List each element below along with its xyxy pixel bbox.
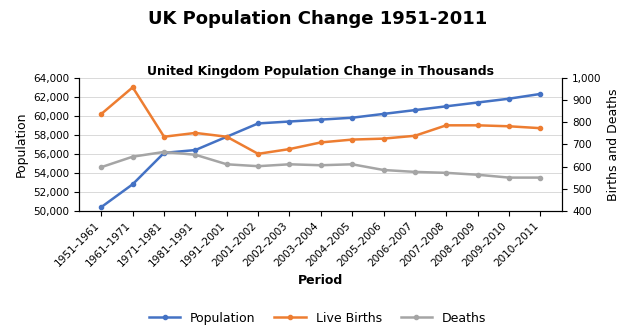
Population [98,205,105,209]
Live Births [317,140,324,144]
Live Births [223,135,231,139]
Population [443,104,450,108]
Deaths [223,162,231,166]
Line: Population: Population [99,92,542,209]
Deaths [443,171,450,175]
Line: Deaths: Deaths [99,150,542,180]
Live Births [254,152,262,156]
Deaths [380,168,387,172]
Population [349,116,356,120]
Population [380,112,387,116]
Live Births [129,85,137,89]
Y-axis label: Births and Deaths: Births and Deaths [607,88,620,201]
Population [317,118,324,122]
Population [505,97,512,101]
Live Births [411,134,418,138]
Legend: Population, Live Births, Deaths: Population, Live Births, Deaths [144,307,491,330]
Deaths [254,164,262,168]
Deaths [474,173,481,177]
Deaths [349,162,356,166]
Population [223,135,231,139]
Deaths [192,153,199,157]
Title: United Kingdom Population Change in Thousands: United Kingdom Population Change in Thou… [147,65,494,78]
Live Births [537,126,544,130]
Population [411,108,418,112]
Deaths [317,163,324,167]
X-axis label: Period: Period [298,275,344,287]
Deaths [98,165,105,169]
Deaths [505,176,512,180]
Deaths [537,176,544,180]
Population [537,92,544,96]
Deaths [160,150,168,154]
Population [474,100,481,104]
Live Births [192,131,199,135]
Population [254,121,262,125]
Line: Live Births: Live Births [99,85,542,156]
Live Births [505,124,512,128]
Population [192,148,199,152]
Text: UK Population Change 1951-2011: UK Population Change 1951-2011 [148,10,487,28]
Live Births [443,123,450,127]
Live Births [349,137,356,141]
Population [286,120,293,124]
Live Births [160,135,168,139]
Live Births [98,112,105,116]
Live Births [380,137,387,141]
Population [129,182,137,186]
Deaths [411,170,418,174]
Live Births [286,147,293,151]
Live Births [474,123,481,127]
Population [160,151,168,155]
Deaths [129,155,137,159]
Deaths [286,162,293,166]
Y-axis label: Population: Population [15,112,28,177]
